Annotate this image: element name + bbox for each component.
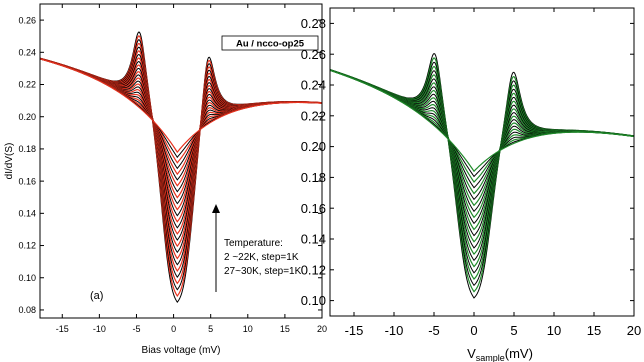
left-x-tick-label: 15 [280,324,290,334]
left-x-tick-label: 10 [243,324,253,334]
right-y-tick-label: 0.20 [301,139,326,154]
left-series-line [39,58,323,181]
chart-panel-right: -15 -10 -5 0 5 10 15 20 0.10 0.12 0.14 0.16 0.18 0.20… [301,7,641,362]
left-series-line [39,58,323,187]
right-y-tick-label: 0.24 [301,78,326,93]
right-plot-frame [329,7,635,317]
left-x-tick-label: 0 [171,324,176,334]
right-series-line [329,69,635,201]
right-x-tick-label: -15 [345,323,364,338]
left-y-axis-title: dI/dV(S) [4,143,15,180]
left-series-line [39,58,323,241]
left-curves [39,31,323,304]
sample-label: Au / ncco-op25 [236,39,305,50]
left-series-line [39,57,323,235]
right-x-axis-title-main: V [467,346,476,361]
right-x-axis-title-unit: (mV) [505,346,533,361]
right-y-tick-label: 0.28 [301,16,326,31]
right-y-tick-label: 0.22 [301,108,326,123]
left-y-tick-label: 0.10 [18,273,36,283]
right-x-axis-title: Vsample(mV) [467,346,533,362]
left-y-tick-label: 0.24 [18,47,36,57]
left-x-tick-label: 20 [317,324,327,334]
left-y-tick-label: 0.22 [18,80,36,90]
left-x-tick-label: 5 [208,324,213,334]
chart-panel-left: -15 -10 -5 0 5 10 15 20 0.08 0.10 0.12 0.14 0.16 0.18… [4,3,327,356]
temperature-annotation-line-1: Temperature: [224,238,283,249]
panel-label: (a) [90,290,103,302]
right-series-line [329,69,635,213]
right-y-tick-label: 0.26 [301,47,326,62]
left-plot-frame [39,3,323,319]
right-x-tick-label: 20 [627,323,641,338]
right-y-tick-label: 0.18 [301,170,326,185]
right-y-tick-label: 0.16 [301,201,326,216]
left-y-tick-label: 0.18 [18,144,36,154]
right-y-tick-label: 0.14 [301,232,326,247]
right-series-line [329,69,635,207]
right-ticks: -15 -10 -5 0 5 10 15 20 0.10 0.12 0.14 0.16 0.18 0.20… [301,8,641,338]
left-x-tick-label: -10 [93,324,106,334]
right-x-tick-label: 0 [470,323,477,338]
left-series-line [39,58,323,193]
left-y-tick-label: 0.08 [18,305,36,315]
right-x-tick-label: -5 [428,323,440,338]
left-series-line [39,58,323,199]
left-y-tick-label: 0.20 [18,112,36,122]
right-series-line [329,69,635,219]
left-series-line [39,58,323,229]
left-series-line [39,57,323,254]
left-y-tick-label: 0.14 [18,208,36,218]
right-x-tick-label: 5 [510,323,517,338]
temperature-annotation-line-2: 2 ~22K, step=1K [224,252,299,263]
right-curves [329,52,635,299]
temperature-annotation-line-3: 27~30K, step=1K [224,266,302,277]
left-x-tick-label: -5 [132,324,140,334]
right-y-tick-label: 0.12 [301,262,326,277]
left-y-tick-label: 0.16 [18,176,36,186]
right-x-tick-label: 10 [547,323,561,338]
right-x-tick-label: 15 [587,323,601,338]
left-y-tick-label: 0.26 [18,15,36,25]
right-series-line [329,69,635,225]
left-x-tick-label: -15 [56,324,69,334]
temperature-arrow-head [212,204,220,213]
right-x-axis-title-sub: sample [476,353,505,362]
left-series-line [39,58,323,176]
right-y-tick-label: 0.10 [301,293,326,308]
sample-label-box [221,35,319,51]
right-series-line [329,69,635,173]
left-x-axis-title: Bias voltage (mV) [142,345,221,356]
left-series-line [39,58,323,154]
left-y-tick-label: 0.12 [18,241,36,251]
right-x-tick-label: -10 [385,323,404,338]
left-ticks: -15 -10 -5 0 5 10 15 20 0.08 0.10 0.12 0.14 0.16 0.18… [18,4,327,334]
left-series-line [39,58,323,205]
